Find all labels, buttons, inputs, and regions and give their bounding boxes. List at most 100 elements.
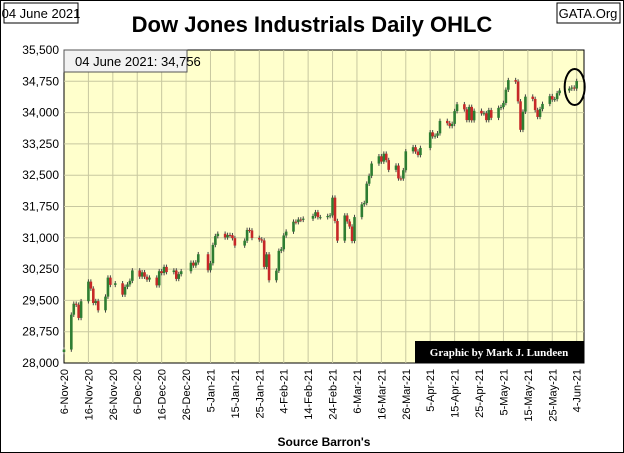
x-tick-label: 6-Mar-21 [352,369,364,414]
ohlc-body [248,229,251,231]
ohlc-body [516,81,520,102]
ohlc-body [258,237,261,240]
ohlc-body [162,266,166,274]
ohlc-body [157,271,161,286]
ohlc-body [96,301,100,311]
ohlc-body [260,239,264,241]
ohlc-bar [384,151,388,163]
ohlc-bar [516,79,520,104]
ohlc-bar [455,101,459,114]
ohlc-body [211,244,215,264]
ohlc-bar [279,247,283,254]
ohlc-body [568,88,571,91]
ohlc-bar [463,101,466,112]
ohlc-bar [243,238,246,248]
ohlc-bar [436,131,439,139]
ohlc-body [380,156,383,162]
ohlc-bar [404,149,408,173]
ohlc-body [155,277,159,286]
ohlc-bar [297,217,300,225]
ohlc-body [331,197,334,216]
ohlc-body [206,254,210,271]
ohlc-bar [470,104,473,123]
ohlc-bar [519,99,522,133]
ohlc-bar [502,100,505,110]
x-axis: 6-Nov-20 16-Nov-20 26-Nov-20 6-Dec-20 16-Dec… [59,369,584,422]
ohlc-body [367,175,371,184]
ohlc-body [365,183,369,204]
ohlc-body [397,165,400,179]
y-tick-label: 35,500 [22,43,59,57]
ohlc-body [172,270,176,273]
ohlc-bar [553,96,557,102]
ohlc-bar [467,104,471,123]
ohlc-body [262,240,266,267]
ohlc-body [489,110,493,118]
ohlc-bar [231,232,234,241]
ohlc-bar [367,173,371,186]
ohlc-bar [89,279,93,291]
ohlc-bar [123,284,127,297]
ohlc-body [294,221,298,223]
ohlc-bar [91,286,95,306]
ohlc-body [531,96,535,99]
ohlc-body [550,96,554,100]
ohlc-body [311,215,315,219]
ohlc-bar [353,214,356,244]
chart-title: Dow Jones Industrials Daily OHLC [132,12,493,37]
ohlc-bar [94,298,98,306]
ohlc-body [297,219,300,223]
x-tick-label: 26-Mar-21 [401,369,413,420]
ohlc-bar [223,231,227,240]
ohlc-body [384,153,388,161]
ohlc-bar [362,200,366,207]
ohlc-bar [402,167,405,181]
ohlc-bar [70,312,73,352]
ohlc-bar [453,108,456,127]
ohlc-bar [433,133,437,139]
ohlc-bar [428,130,432,151]
ohlc-bar [311,213,315,221]
ohlc-bar [62,347,66,355]
ohlc-body [445,120,449,124]
ohlc-body [353,217,356,241]
ohlc-body [131,270,134,281]
ohlc-body [79,301,83,318]
ohlc-bar [267,252,271,283]
ohlc-bar [370,161,373,179]
ohlc-bar [568,86,571,93]
ohlc-bar [106,275,110,299]
ohlc-bar [382,151,386,164]
ohlc-body [106,277,110,297]
ohlc-bar [214,233,217,248]
ohlc-bar [536,107,539,120]
ohlc-bar [233,235,237,248]
ohlc-body [233,238,237,246]
ohlc-body [314,212,317,216]
ohlc-body [265,254,268,267]
ohlc-body [524,96,527,112]
ohlc-body [502,103,505,108]
ohlc-body [521,111,525,130]
ohlc-bar [365,181,369,206]
ohlc-bar [550,93,554,102]
ohlc-body [465,109,469,121]
ohlc-bar [262,238,266,270]
ohlc-body [284,231,288,236]
ohlc-bar [275,268,278,283]
ohlc-bar [465,107,469,123]
ohlc-body [575,81,578,89]
ohlc-body [121,283,124,295]
ohlc-bar [350,224,354,244]
ohlc-bar [160,268,163,276]
ohlc-body [343,215,347,241]
ohlc-bar [206,251,210,273]
ohlc-body [245,229,249,241]
ohlc-body [541,103,544,110]
ohlc-body [91,288,95,303]
ohlc-bar [514,77,517,84]
ohlc-bar [570,85,574,91]
ohlc-body [160,271,163,274]
ohlc-body [558,90,561,94]
